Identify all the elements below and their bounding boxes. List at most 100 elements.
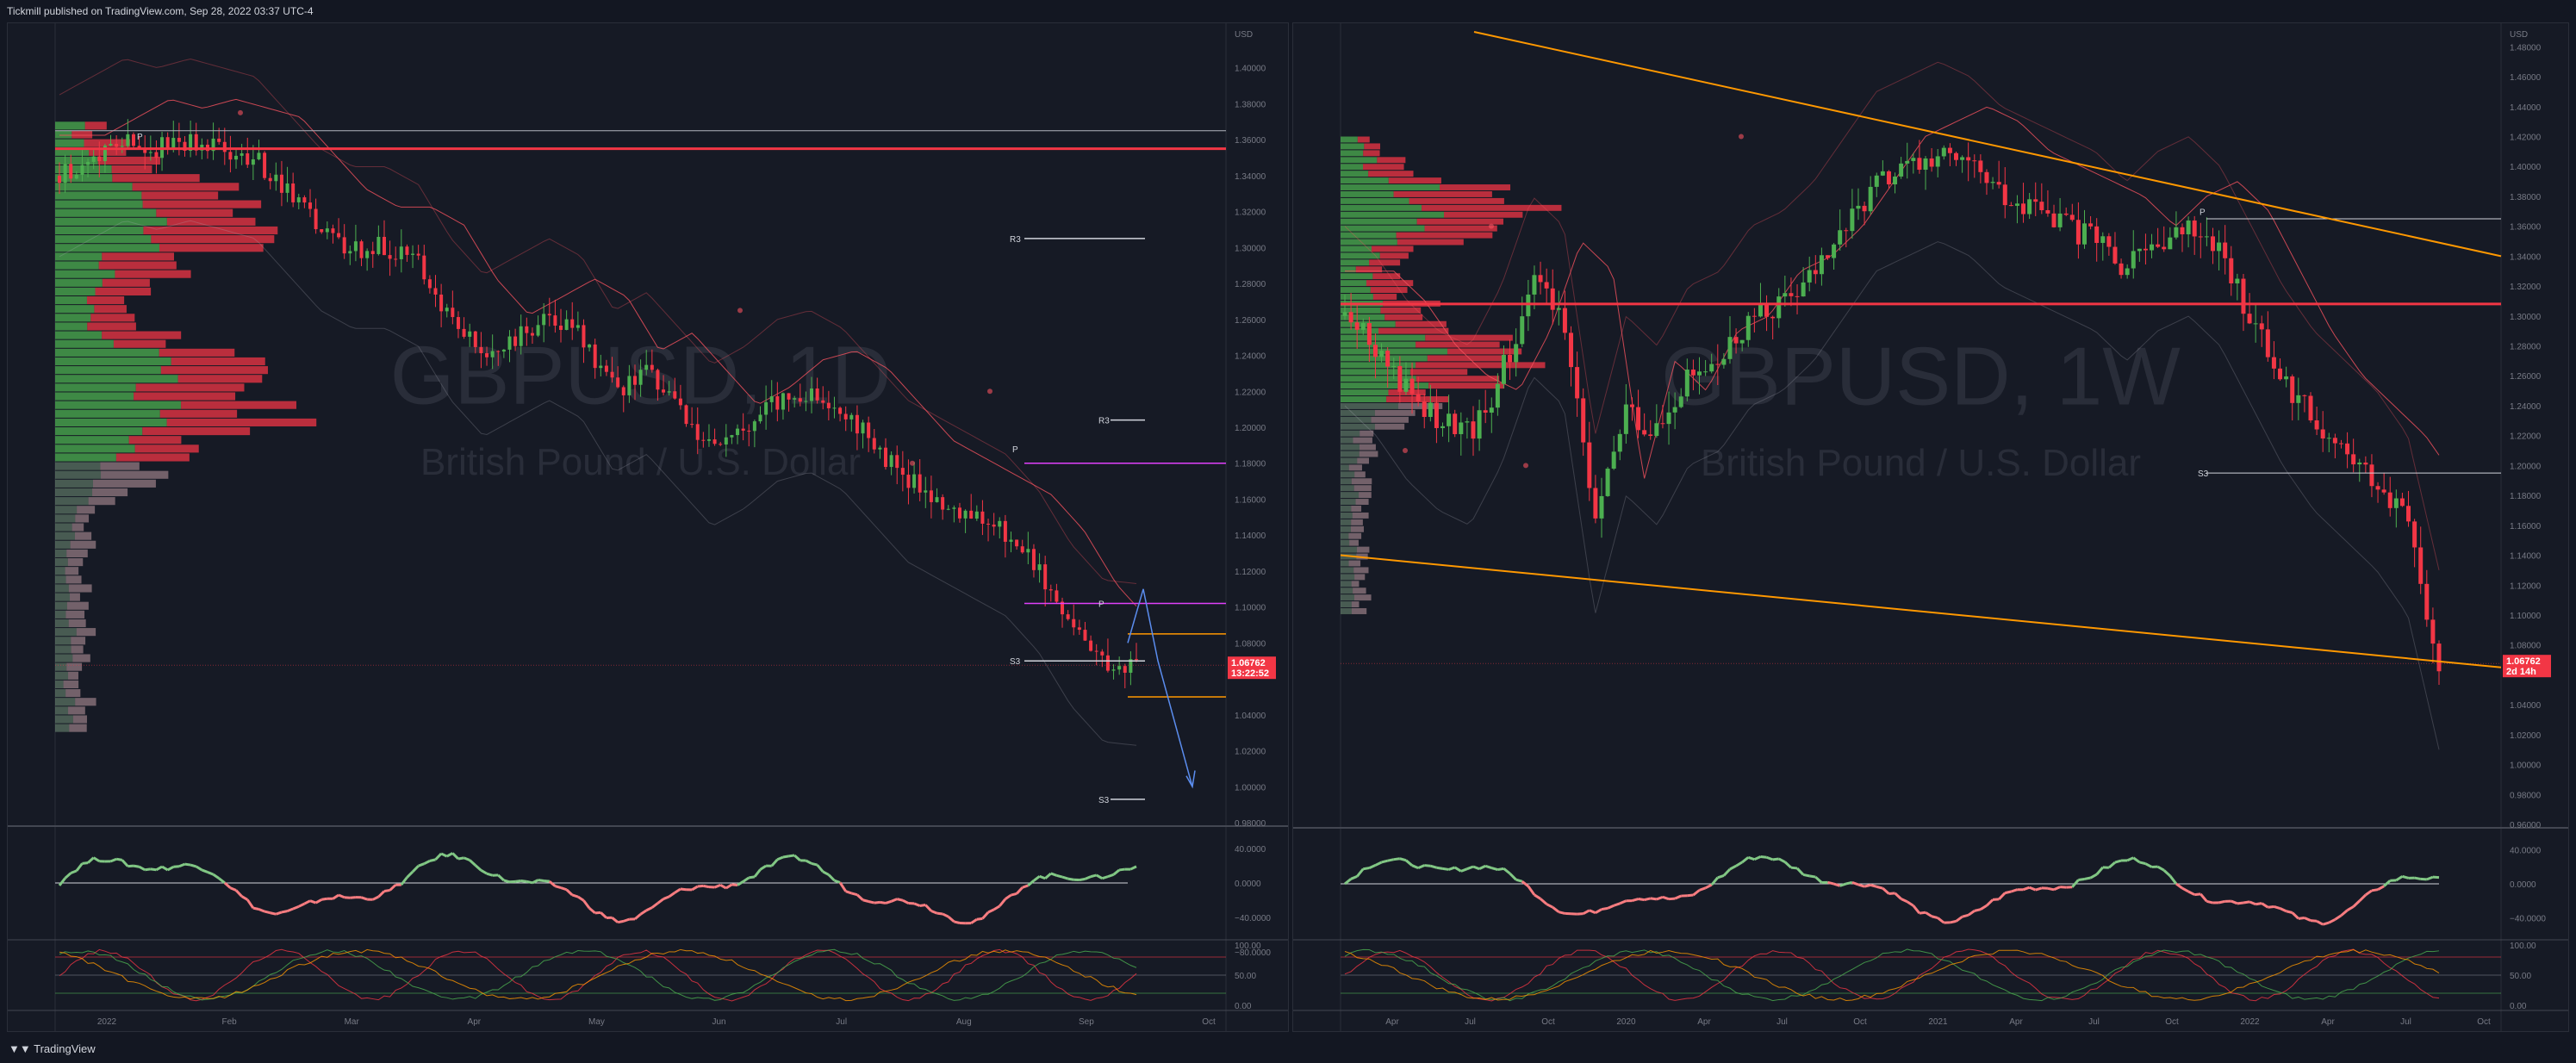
candle-body	[1856, 205, 1861, 209]
candle-body	[564, 319, 569, 330]
time-tick-label: Oct	[2165, 1017, 2179, 1027]
candle-body	[103, 145, 107, 162]
candle-body	[337, 233, 341, 238]
stoch-tick-label: 50.00	[1235, 972, 1256, 981]
volume-profile-down	[1348, 560, 1361, 567]
trailing-stop-line	[59, 98, 1137, 607]
candle-body	[849, 414, 854, 420]
candle-body	[2014, 203, 2019, 206]
chart-panel-right[interactable]: GBPUSD, 1W British Pound / U.S. Dollar 1.4…	[1292, 22, 2569, 1032]
candle-body	[519, 326, 523, 346]
tradingview-logo[interactable]: ▼▼ TradingView	[9, 1042, 96, 1055]
volume-profile-down	[92, 479, 156, 488]
candle-body	[1929, 158, 1934, 167]
osc-segment	[742, 876, 750, 883]
osc-segment	[2249, 900, 2256, 906]
osc-segment	[155, 865, 163, 872]
candle-body	[872, 438, 876, 450]
osc-segment	[2395, 875, 2404, 882]
stoch-line	[59, 948, 1137, 1002]
volume-profile-down	[156, 208, 233, 217]
osc-segment	[2206, 899, 2213, 904]
osc-segment	[896, 898, 904, 902]
osc-segment	[1795, 867, 1805, 876]
osc-segment	[970, 918, 978, 924]
volume-profile-up	[1341, 190, 1394, 197]
candle-body	[1886, 171, 1891, 185]
weekly-chart-svg[interactable]: GBPUSD, 1W British Pound / U.S. Dollar 1.4…	[1293, 23, 2568, 1031]
osc-segment	[1079, 877, 1086, 882]
volume-profile-down	[1440, 184, 1511, 190]
osc-segment	[1056, 873, 1063, 879]
time-tick-label: Sep	[1079, 1017, 1094, 1027]
candle-body	[815, 388, 819, 401]
volume-profile-up	[55, 671, 69, 680]
volume-profile-up	[1341, 506, 1352, 512]
candle-body	[935, 497, 939, 502]
volume-profile-down	[1425, 334, 1513, 341]
osc-segment	[1552, 906, 1560, 913]
candle-body	[2198, 236, 2203, 238]
osc-segment	[2298, 916, 2305, 920]
volume-profile-down	[1354, 574, 1366, 581]
candle-body	[1733, 337, 1739, 344]
osc-segment	[246, 898, 255, 909]
chart-panel-left[interactable]: GBPUSD, 1D British Pound / U.S. Dollar 1.4…	[7, 22, 1289, 1032]
volume-profile-down	[1409, 197, 1504, 204]
volume-profile-up	[1341, 355, 1428, 362]
volume-profile-down	[1377, 157, 1406, 164]
osc-segment	[423, 860, 431, 866]
volume-profile-down	[63, 680, 79, 689]
volume-profile-up	[1341, 211, 1445, 218]
volume-profile-down	[1353, 594, 1372, 601]
volume-profile-down	[181, 401, 297, 409]
osc-segment	[1808, 874, 1816, 879]
osc-segment	[240, 895, 249, 901]
candle-body	[1020, 546, 1024, 553]
volume-profile-up	[55, 470, 102, 479]
price-tick-label: 1.36000	[1235, 136, 1266, 146]
osc-segment	[1687, 893, 1694, 898]
price-tick-label: 1.32000	[2510, 283, 2542, 292]
osc-segment	[2383, 880, 2392, 887]
volume-profile-down	[1380, 307, 1422, 314]
volume-profile-down	[1398, 402, 1443, 409]
volume-profile-up	[1341, 294, 1373, 300]
volume-profile-down	[1422, 204, 1562, 211]
price-tick-label: 1.04000	[2510, 701, 2542, 711]
osc-segment	[1704, 883, 1713, 890]
osc-segment	[1129, 865, 1137, 871]
candle-body	[2131, 251, 2136, 269]
osc-segment	[538, 879, 544, 883]
volume-profile-down	[74, 532, 92, 540]
candle-body	[427, 279, 432, 289]
osc-segment	[1067, 877, 1074, 881]
osc-segment	[822, 870, 830, 876]
candle-body	[1636, 407, 1641, 431]
candle-body	[793, 398, 797, 400]
candle-body	[547, 314, 551, 316]
candle-body	[189, 134, 193, 152]
candle-body	[1379, 351, 1384, 357]
osc-segment	[749, 875, 756, 880]
osc-segment	[2243, 900, 2250, 904]
level-label-p2: P	[1098, 600, 1104, 609]
candle-body	[1795, 295, 1800, 297]
candle-body	[2418, 547, 2424, 584]
volume-profile-up	[1341, 430, 1360, 437]
candle-body	[1666, 412, 1671, 425]
osc-segment	[1766, 855, 1774, 861]
pivot-marker-dot	[1403, 448, 1408, 454]
osc-segment	[1876, 885, 1883, 890]
osc-segment	[2402, 874, 2409, 880]
candle-body	[2265, 329, 2270, 357]
candle-body	[1960, 157, 1965, 160]
osc-segment	[2084, 876, 2091, 880]
osc-segment	[1778, 857, 1786, 863]
candle-body	[906, 475, 911, 488]
osc-segment	[1350, 875, 1358, 880]
candle-body	[1758, 303, 1763, 317]
stoch-tick-label: 100.00	[1235, 942, 1261, 951]
osc-segment	[1937, 917, 1945, 924]
